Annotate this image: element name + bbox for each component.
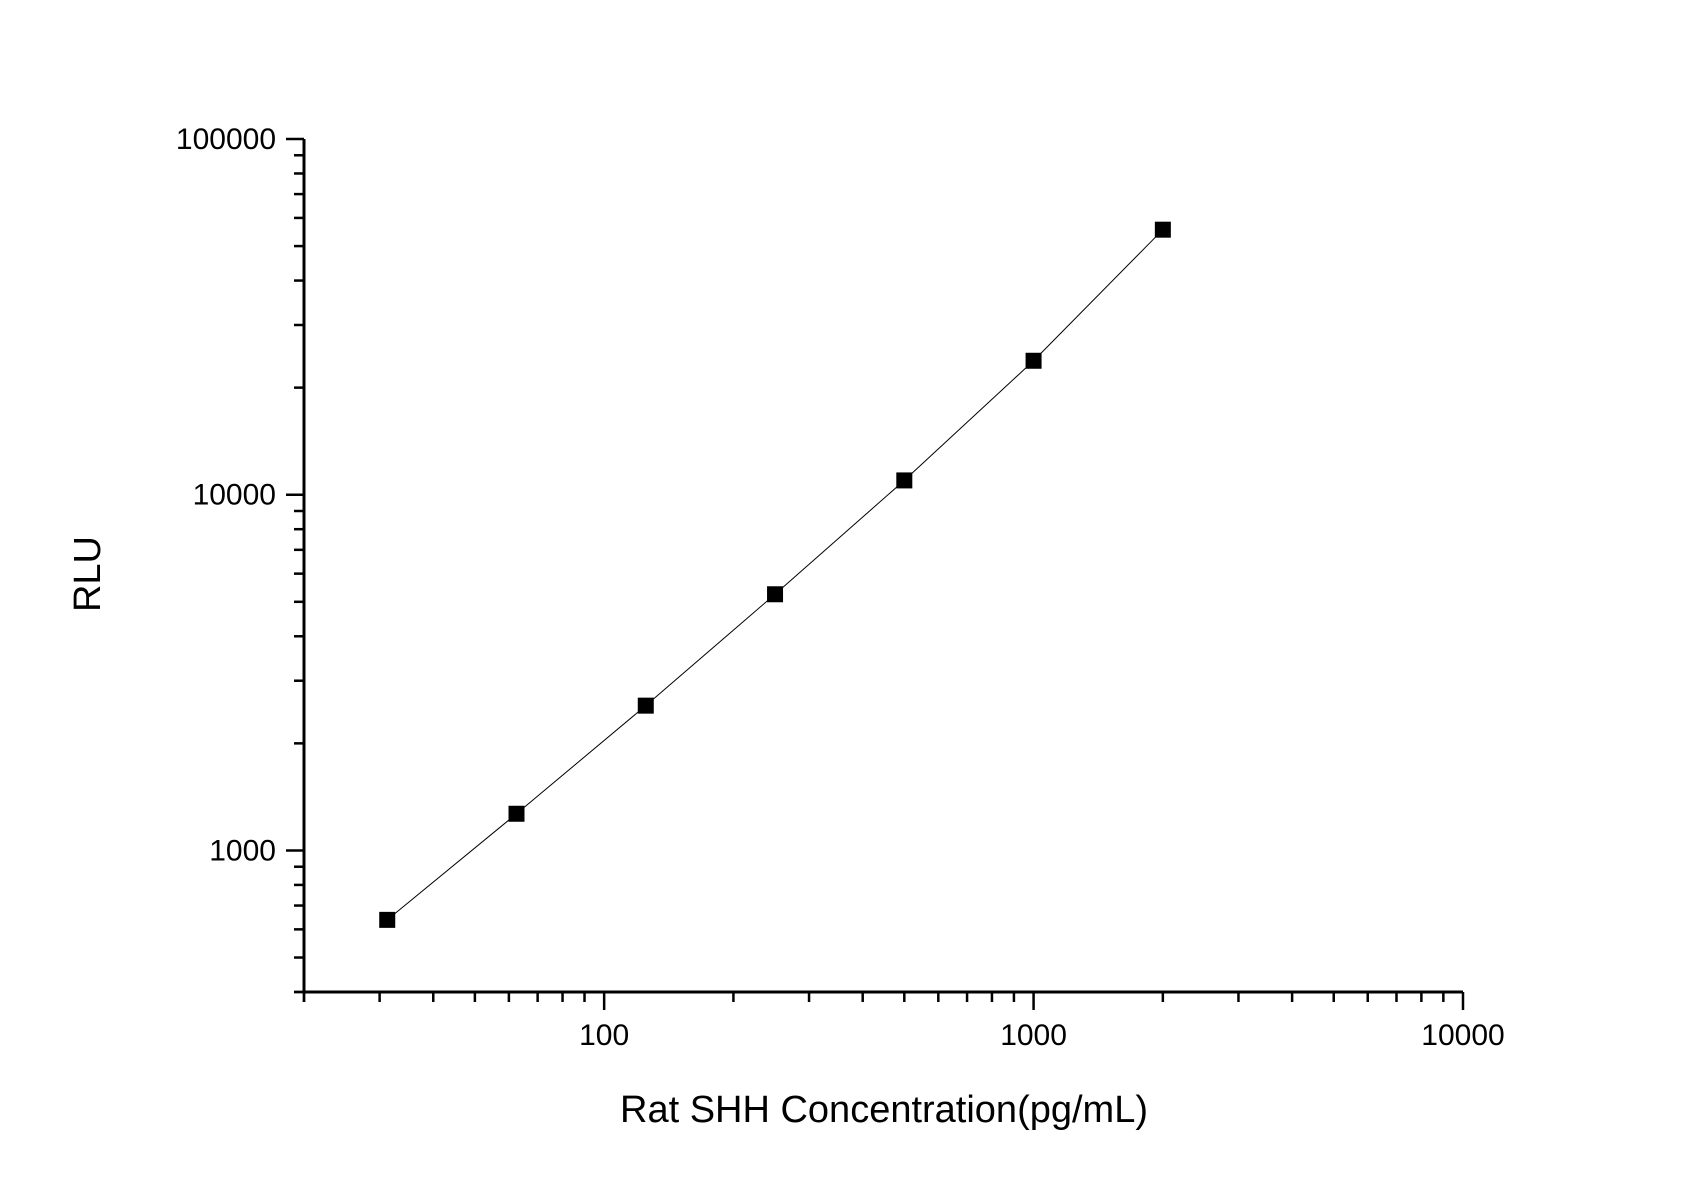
data-point	[896, 472, 913, 489]
series	[379, 221, 1171, 928]
x-tick-label: 100	[579, 1019, 629, 1052]
axes	[302, 139, 1463, 994]
x-tick-label: 10000	[1421, 1019, 1504, 1052]
x-axis-title: Rat SHH Concentration(pg/mL)	[620, 1089, 1148, 1131]
x-tick-label: 1000	[1000, 1019, 1067, 1052]
data-point	[1025, 352, 1042, 369]
y-tick-label: 10000	[193, 479, 276, 512]
y-tick-label: 1000	[209, 834, 276, 867]
series-line	[386, 229, 1164, 921]
data-point	[767, 586, 784, 603]
ticks	[286, 137, 1465, 1010]
tick-labels: 100 1000 10000 1000 10000 100000	[176, 123, 1505, 1052]
data-point	[1154, 221, 1171, 238]
data-point	[379, 911, 396, 928]
data-point	[508, 805, 525, 822]
data-point	[637, 697, 654, 714]
y-axis-title: RLU	[67, 536, 109, 612]
y-tick-label: 100000	[176, 123, 276, 156]
